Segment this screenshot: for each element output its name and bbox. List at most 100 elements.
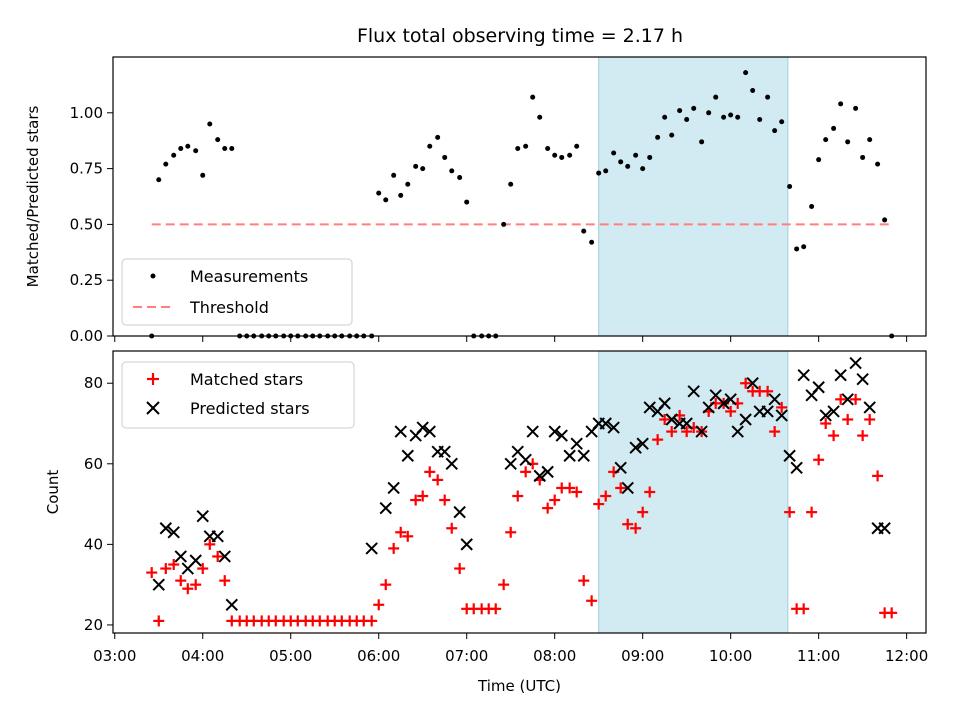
measurement-point — [405, 181, 411, 187]
measurement-point — [398, 192, 404, 198]
measurement-point — [523, 143, 529, 149]
matched-star-point — [197, 563, 209, 575]
predicted-star-point — [577, 449, 590, 462]
measurement-point — [779, 119, 785, 125]
measurement-point — [721, 114, 727, 120]
measurement-point — [530, 94, 536, 100]
measurement-point — [860, 154, 866, 160]
top-highlight-band — [598, 56, 789, 337]
x-tick-label: 07:00 — [445, 647, 488, 665]
measurement-point — [853, 105, 859, 111]
matched-star-point — [446, 522, 458, 534]
matched-star-point — [417, 490, 429, 502]
legend-predicted-label: Predicted stars — [190, 399, 310, 418]
predicted-star-point — [607, 421, 620, 434]
matched-star-point — [153, 615, 165, 627]
predicted-star-point — [856, 372, 869, 386]
matched-star-point — [762, 385, 774, 397]
matched-star-point — [424, 466, 436, 478]
x-tick-label: 12:00 — [885, 647, 928, 665]
matched-star-point — [212, 550, 224, 562]
top-legend-box — [121, 258, 353, 326]
matched-star-point — [204, 538, 216, 550]
predicted-star-point — [379, 501, 392, 515]
measurement-point — [757, 116, 763, 122]
predicted-star-point — [423, 425, 436, 438]
predicted-star-point — [739, 413, 752, 426]
measurement-point — [413, 163, 419, 169]
predicted-star-point — [665, 413, 678, 426]
measurement-point — [537, 114, 543, 120]
measurement-point — [501, 221, 507, 227]
measurement-point — [442, 154, 448, 160]
legend-measurements-marker — [150, 273, 156, 279]
legend-threshold-label: Threshold — [189, 298, 269, 317]
measurement-point — [669, 132, 675, 138]
measurement-point — [647, 154, 653, 160]
measurement-point — [545, 146, 551, 152]
predicted-star-point — [533, 469, 546, 483]
top-y-tick-label: 0.25 — [70, 271, 103, 289]
measurement-point — [794, 246, 800, 252]
predicted-star-point — [863, 401, 876, 414]
measurement-point — [706, 110, 712, 116]
top-y-axis-label: Matched/Predicted stars — [24, 106, 42, 288]
predicted-star-point — [570, 437, 583, 450]
bottom-y-ticks: 20 40 60 80 — [84, 374, 113, 634]
predicted-star-point — [643, 401, 656, 414]
predicted-stars-points — [152, 356, 891, 612]
bottom-y-tick-label: 80 — [84, 374, 103, 392]
measurement-point — [750, 87, 756, 93]
measurement-point — [845, 139, 851, 145]
matched-star-point — [659, 413, 671, 425]
matched-star-point — [182, 583, 194, 595]
matched-star-point — [850, 393, 862, 405]
matched-star-point — [402, 530, 414, 542]
matched-star-point — [190, 579, 202, 591]
measurement-point — [823, 137, 829, 143]
bottom-x-ticks: 03:00 04:00 05:00 06:00 07:00 08:00 09:00 10:00… — [93, 633, 928, 665]
x-tick-label: 10:00 — [709, 647, 752, 665]
x-tick-label: 11:00 — [797, 647, 840, 665]
measurement-point — [464, 199, 470, 205]
measurement-point — [581, 228, 587, 234]
predicted-star-point — [416, 421, 429, 434]
predicted-star-point — [841, 393, 854, 406]
predicted-star-point — [724, 393, 737, 406]
matched-star-point — [432, 474, 444, 486]
measurement-point — [735, 114, 741, 120]
measurement-point — [611, 150, 617, 156]
matched-star-point — [630, 522, 642, 534]
measurement-point — [449, 168, 455, 174]
predicted-star-point — [218, 550, 231, 563]
matched-star-point — [520, 466, 532, 478]
predicted-star-point — [790, 461, 803, 475]
legend-matched-label: Matched stars — [190, 370, 303, 389]
predicted-star-point — [555, 429, 568, 442]
predicted-star-point — [746, 377, 759, 390]
bottom-y-tick-label: 20 — [84, 616, 103, 634]
x-tick-label: 09:00 — [621, 647, 664, 665]
measurement-point — [831, 125, 837, 131]
predicted-star-point — [819, 409, 832, 422]
matched-star-point — [366, 615, 378, 627]
predicted-star-point — [174, 550, 187, 563]
predicted-star-point — [827, 405, 840, 418]
bottom-legend: Matched stars Predicted stars — [121, 361, 355, 429]
matched-star-point — [439, 494, 451, 506]
predicted-star-point — [211, 530, 224, 543]
predicted-star-point — [834, 368, 847, 382]
predicted-star-point — [152, 578, 165, 591]
x-tick-label: 05:00 — [269, 647, 312, 665]
measurement-point — [743, 70, 749, 76]
top-x-ticks — [114, 336, 908, 342]
predicted-star-point — [438, 445, 451, 458]
bottom-y-axis-label: Count — [44, 470, 62, 515]
x-tick-label: 04:00 — [181, 647, 224, 665]
predicted-star-point — [401, 449, 414, 462]
matched-star-point — [784, 506, 796, 518]
measurement-point — [420, 166, 426, 172]
top-y-ticks: 0.00 0.25 0.50 0.75 1.00 — [70, 104, 113, 345]
matched-star-point — [842, 413, 854, 425]
predicted-star-point — [387, 481, 400, 495]
